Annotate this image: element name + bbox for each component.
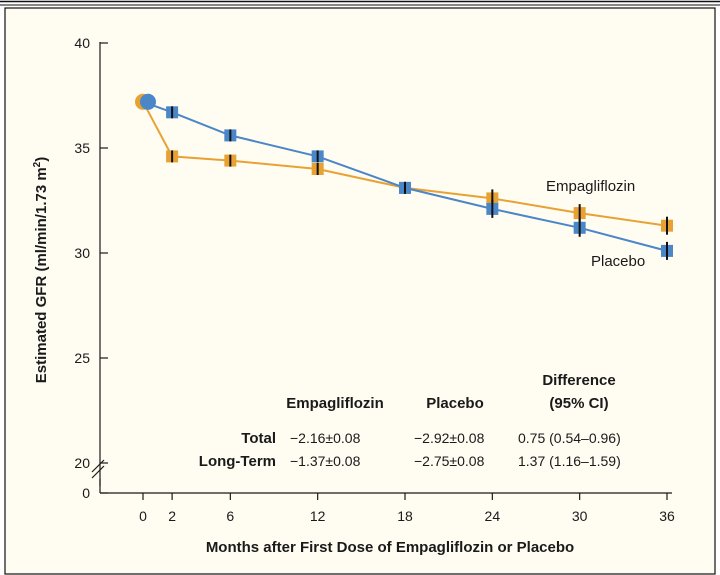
x-tick-label: 0 (139, 508, 147, 524)
summary-table: Empagliflozin Placebo Difference (95% CI… (199, 372, 621, 470)
x-tick-label: 36 (659, 508, 675, 524)
x-ticks: 0 2 6 12 18 24 30 36 (139, 493, 675, 524)
series-line-placebo (142, 100, 668, 252)
table-cell: −2.92±0.08 (414, 430, 485, 446)
table-header-empagliflozin: Empagliflozin (286, 395, 384, 412)
table-header-placebo: Placebo (426, 395, 484, 412)
table-row-label: Total (241, 430, 276, 447)
table-header-difference-2: (95% CI) (549, 395, 608, 412)
y-tick-label: 35 (74, 140, 90, 156)
series-line-empagliflozin (142, 101, 668, 227)
table-header-difference-1: Difference (542, 372, 615, 389)
x-tick-label: 12 (310, 508, 326, 524)
x-tick-label: 18 (397, 508, 413, 524)
series-label-empagliflozin: Empagliflozin (546, 178, 635, 195)
y-tick-label: 30 (74, 245, 90, 261)
table-cell: 0.75 (0.54–0.96) (518, 430, 621, 446)
y-tick-label: 0 (82, 485, 90, 501)
table-cell: 1.37 (1.16–1.59) (518, 453, 621, 469)
chart-frame (4, 7, 716, 575)
x-tick-label: 6 (226, 508, 234, 524)
y-tick-label: 40 (74, 35, 90, 51)
y-axis-label: Estimated GFR (ml/min/1.73 m2) (32, 157, 50, 383)
data-point-placebo (140, 93, 156, 110)
axes (91, 42, 672, 494)
table-row-label: Long-Term (199, 453, 276, 470)
table-cell: −1.37±0.08 (290, 453, 361, 469)
series-label-placebo: Placebo (591, 253, 645, 270)
x-axis-label: Months after First Dose of Empagliflozin… (206, 539, 574, 556)
x-tick-label: 30 (572, 508, 588, 524)
y-ticks: 40 35 30 25 20 0 (74, 35, 108, 501)
x-tick-label: 2 (168, 508, 176, 524)
axis-break-mark (91, 459, 105, 479)
table-cell: −2.16±0.08 (290, 430, 361, 446)
y-tick-label: 20 (74, 455, 90, 471)
plot-area (135, 93, 673, 260)
x-tick-label: 24 (485, 508, 501, 524)
table-cell: −2.75±0.08 (414, 453, 485, 469)
y-tick-label: 25 (74, 350, 90, 366)
